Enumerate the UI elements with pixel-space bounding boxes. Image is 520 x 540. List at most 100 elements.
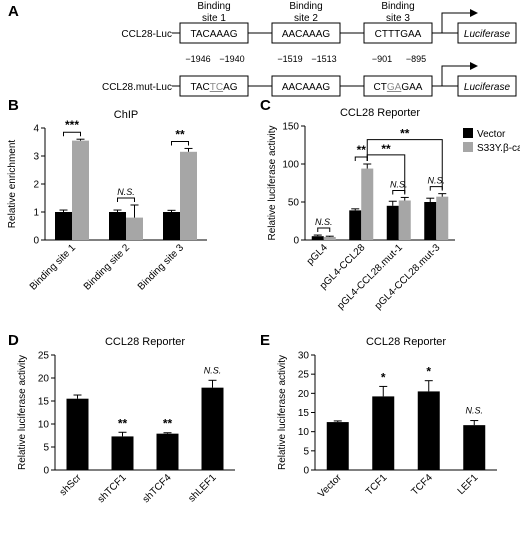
y-tick-label: 10 xyxy=(38,420,50,431)
y-tick-label: 1 xyxy=(33,208,39,219)
position-label: −1946 xyxy=(185,54,210,64)
mut-construct-luciferase-label: Luciferase xyxy=(464,82,511,93)
y-tick-label: 10 xyxy=(298,427,310,438)
legend-label: S33Y.β-cat xyxy=(477,143,520,154)
y-tick-label: 0 xyxy=(43,466,49,477)
cross-bracket xyxy=(366,139,443,190)
significance-label: ** xyxy=(175,127,185,141)
x-tick-label: Binding site 1 xyxy=(28,242,79,293)
significance-label: * xyxy=(381,370,386,384)
y-tick-label: 25 xyxy=(298,370,310,381)
bar xyxy=(180,151,197,240)
bar xyxy=(463,425,486,470)
wt-construct-site-box xyxy=(363,22,433,44)
panel-letter-a: A xyxy=(8,3,19,20)
x-tick-label: pGL4 xyxy=(305,242,330,267)
y-tick-label: 3 xyxy=(33,152,39,163)
y-tick-label: 20 xyxy=(298,389,310,400)
mut-construct-label: CCL28.mut-Luc xyxy=(102,82,172,93)
significance-bracket xyxy=(63,131,81,137)
mut-construct-site-box xyxy=(363,75,433,97)
significance-label: ** xyxy=(357,143,367,157)
wt-construct-label: CCL28-Luc xyxy=(121,29,172,40)
significance-label: N.S. xyxy=(427,176,445,186)
bar xyxy=(111,436,134,470)
significance-bracket xyxy=(392,189,406,195)
chart-title: CCL28 Reporter xyxy=(105,336,185,348)
wt-construct-luciferase-label: Luciferase xyxy=(464,29,511,40)
bar xyxy=(109,212,126,240)
mut-sequence: TACTCAG xyxy=(190,82,237,93)
binding-site-label: Binding site 1 xyxy=(197,1,230,24)
panel-letter: D xyxy=(8,332,19,349)
wt-construct-site-box xyxy=(179,22,249,44)
position-label: −895 xyxy=(406,54,426,64)
bar xyxy=(72,140,89,240)
y-tick-label: 2 xyxy=(33,180,39,191)
significance-label: N.S. xyxy=(315,217,333,227)
x-tick-label: shLEF1 xyxy=(186,472,218,504)
legend-swatch xyxy=(463,128,473,138)
x-tick-label: TCF4 xyxy=(409,472,435,498)
x-tick-label: Vector xyxy=(316,472,344,500)
x-tick-label: Binding site 2 xyxy=(82,242,133,293)
bar xyxy=(156,433,179,470)
position-label: −901 xyxy=(372,54,392,64)
bar xyxy=(55,212,72,240)
bar xyxy=(163,212,180,240)
significance-bracket xyxy=(171,140,189,146)
x-tick-label: shScr xyxy=(58,472,84,498)
y-axis-label: Relative luciferase activity xyxy=(267,125,278,240)
position-label: −1940 xyxy=(219,54,244,64)
x-tick-label: pGL4-CCL28.mut-1 xyxy=(335,242,405,312)
wt-construct-luciferase-box xyxy=(457,22,517,44)
y-tick-label: 20 xyxy=(38,374,50,385)
y-axis-label: Relative luciferase activity xyxy=(277,355,288,470)
mut-construct-luciferase-box xyxy=(457,75,517,97)
panel-letter: B xyxy=(8,97,19,114)
mut-sequence: AACAAAG xyxy=(282,82,331,93)
significance-bracket xyxy=(354,156,368,161)
bar xyxy=(372,396,395,470)
significance-label: *** xyxy=(65,118,79,132)
bar xyxy=(424,202,437,240)
cross-significance-label: ** xyxy=(400,127,410,141)
tss-arrow xyxy=(441,65,470,86)
y-tick-label: 30 xyxy=(298,351,310,362)
bar xyxy=(349,210,362,240)
bar xyxy=(361,168,374,240)
chart-title: CCL28 Reporter xyxy=(340,107,420,119)
bar xyxy=(323,236,336,240)
bar xyxy=(311,236,324,240)
mut-construct-site-box xyxy=(271,75,341,97)
position-label: −1519 xyxy=(277,54,302,64)
panel-letter: E xyxy=(260,332,270,349)
legend-label: Vector xyxy=(477,129,506,140)
position-label: −1513 xyxy=(311,54,336,64)
cross-significance-label: ** xyxy=(381,142,391,156)
bar xyxy=(417,391,440,470)
significance-label: ** xyxy=(163,417,173,431)
significance-label: ** xyxy=(118,416,128,430)
tss-arrowhead xyxy=(470,9,478,17)
legend-swatch xyxy=(463,142,473,152)
y-axis-label: Relative enrichment xyxy=(7,140,18,229)
tss-arrowhead xyxy=(470,62,478,70)
y-tick-label: 25 xyxy=(38,351,50,362)
significance-bracket xyxy=(317,227,331,233)
significance-bracket xyxy=(117,197,135,202)
y-axis-label: Relative luciferase activity xyxy=(17,355,28,470)
y-tick-label: 150 xyxy=(282,122,299,133)
significance-label: N.S. xyxy=(465,406,483,416)
bar xyxy=(326,422,349,470)
bar xyxy=(436,196,449,240)
binding-site-label: Binding site 2 xyxy=(289,1,322,24)
significance-label: * xyxy=(426,365,431,379)
y-tick-label: 0 xyxy=(33,236,39,247)
significance-bracket xyxy=(429,186,443,191)
x-tick-label: TCF1 xyxy=(364,472,390,498)
wt-sequence: AACAAAG xyxy=(282,29,331,40)
panel-letter: C xyxy=(260,97,271,114)
y-tick-label: 0 xyxy=(293,236,299,247)
bar xyxy=(398,200,411,240)
